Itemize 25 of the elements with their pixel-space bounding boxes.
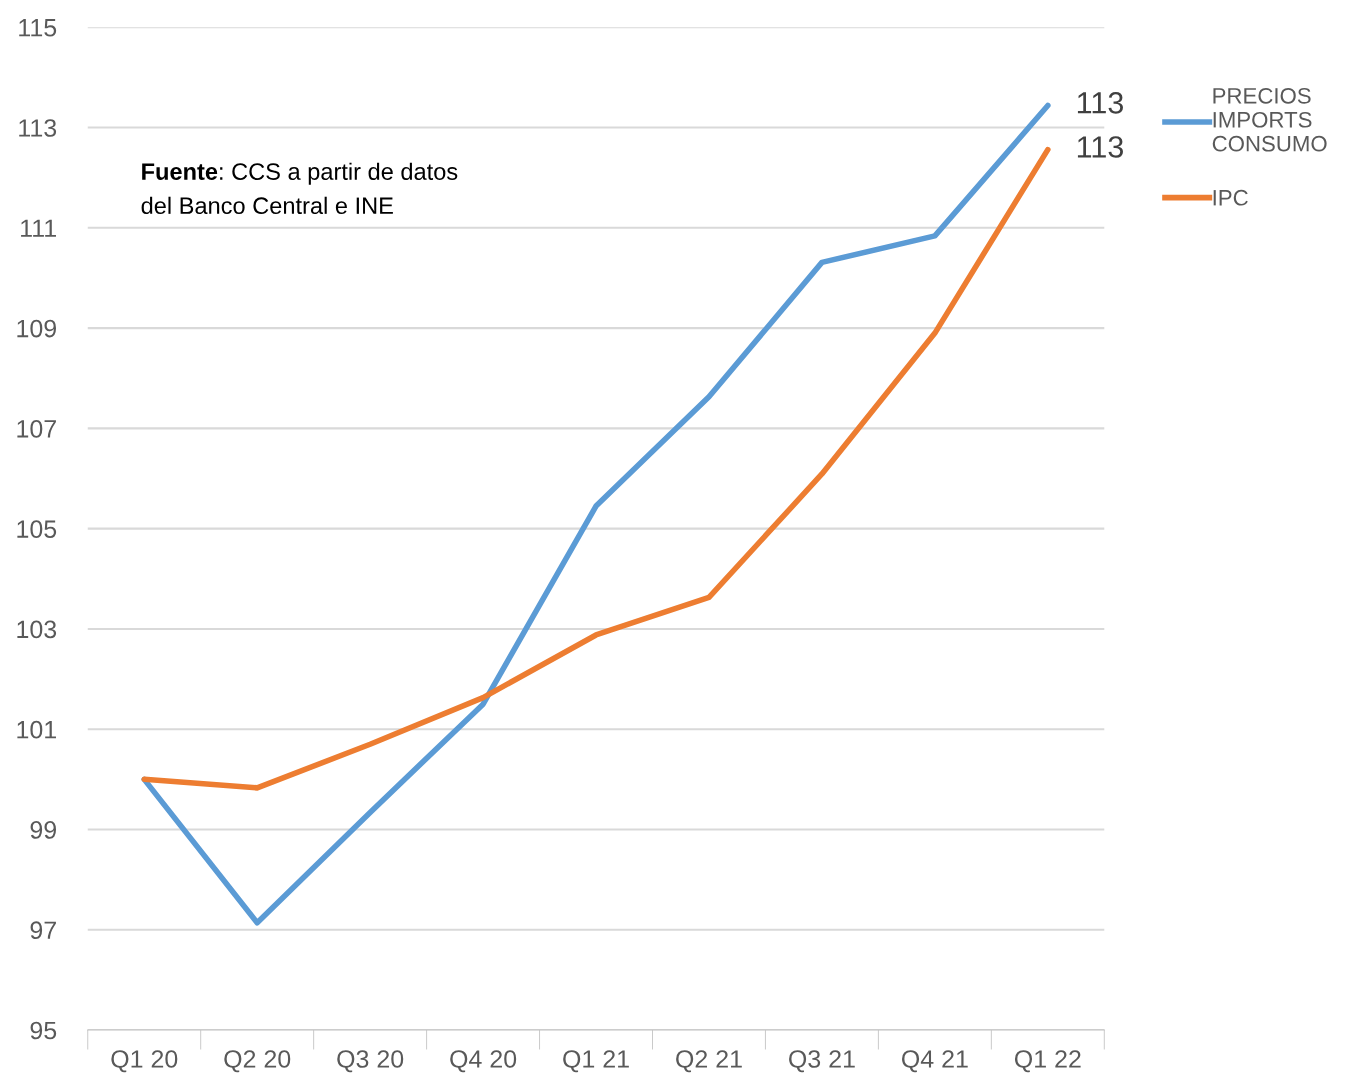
y-tick-label: 101	[17, 720, 56, 739]
y-tick-label: 109	[17, 319, 57, 338]
y-tick-label: 115	[19, 19, 57, 37]
y-tick-label: 99	[30, 821, 57, 839]
legend-label: PRECIOS IMPORTS CONSUMO	[1212, 87, 1327, 152]
data-label: 113	[1077, 136, 1123, 158]
x-tick-label: Q1 22	[1014, 1050, 1081, 1073]
x-tick-label: Q4 20	[450, 1050, 517, 1073]
legend-label: IPC	[1213, 189, 1248, 206]
x-tick-label: Q4 21	[902, 1050, 968, 1073]
y-tick-label: 111	[21, 219, 56, 237]
y-tick-label: 113	[19, 119, 57, 137]
y-tick-label: 105	[17, 520, 57, 538]
data-label: 113	[1077, 92, 1123, 114]
x-tick-label: Q2 20	[224, 1050, 291, 1073]
y-tick-label: 95	[30, 1021, 57, 1040]
y-tick-label: 97	[30, 921, 56, 940]
x-tick-label: Q1 21	[563, 1050, 629, 1073]
x-tick-label: Q3 21	[789, 1050, 855, 1073]
x-tick-label: Q1 20	[111, 1050, 178, 1073]
annotation: Fuente: CCS a partir de datos del Banco Central e INE	[141, 162, 458, 215]
x-tick-label: Q3 20	[337, 1050, 404, 1073]
x-tick-label: Q2 21	[676, 1050, 742, 1073]
y-tick-label: 107	[17, 419, 56, 438]
y-tick-label: 103	[17, 620, 57, 639]
